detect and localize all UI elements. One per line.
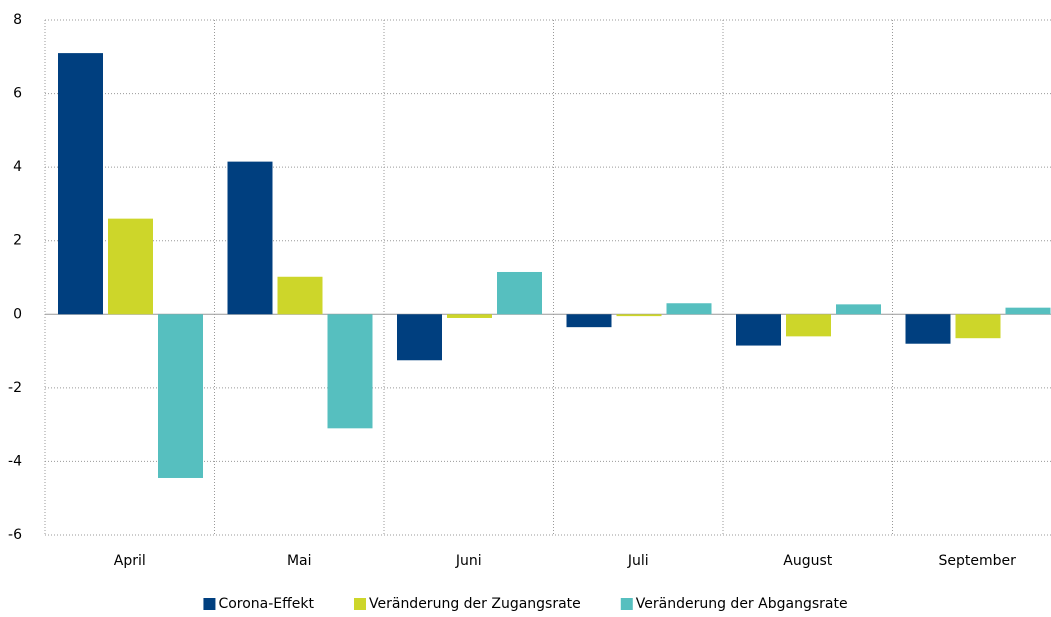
x-tick-label: Juni [455,553,482,569]
legend-label: Veränderung der Zugangsrate [369,596,581,612]
y-tick-label: -6 [8,527,22,543]
legend-label: Veränderung der Abgangsrate [636,596,848,612]
bar [158,314,203,478]
bar [108,218,153,315]
bar [955,314,1001,339]
bar [447,314,492,318]
x-tick-label: September [939,553,1017,569]
legend-swatch [203,598,216,610]
legend: Corona-Effekt Veränderung der Zugangsrate… [203,596,848,612]
bar [227,161,273,315]
bar [786,314,831,337]
bar [497,271,542,315]
bar [327,314,373,429]
y-tick-label: 0 [13,306,22,322]
y-tick-label: 4 [13,159,22,175]
bar [397,314,442,361]
bar [277,276,323,315]
bar [1005,307,1051,315]
y-tick-label: -4 [8,453,22,469]
bar [905,314,951,344]
bar [58,53,103,315]
legend-swatch [354,598,366,610]
legend-label: Corona-Effekt [218,596,314,612]
bar [566,314,612,328]
bar [616,314,662,317]
x-tick-label: April [114,553,146,569]
y-tick-label: 8 [13,12,22,28]
y-tick-label: -2 [8,380,22,396]
x-tick-label: Juli [627,553,649,569]
bar [736,314,781,346]
bar [836,304,881,315]
bar [666,303,712,315]
y-tick-label: 2 [13,233,22,249]
x-tick-label: August [783,553,833,569]
y-tick-label: 6 [13,86,22,102]
x-tick-label: Mai [287,553,312,569]
legend-swatch [620,598,633,610]
